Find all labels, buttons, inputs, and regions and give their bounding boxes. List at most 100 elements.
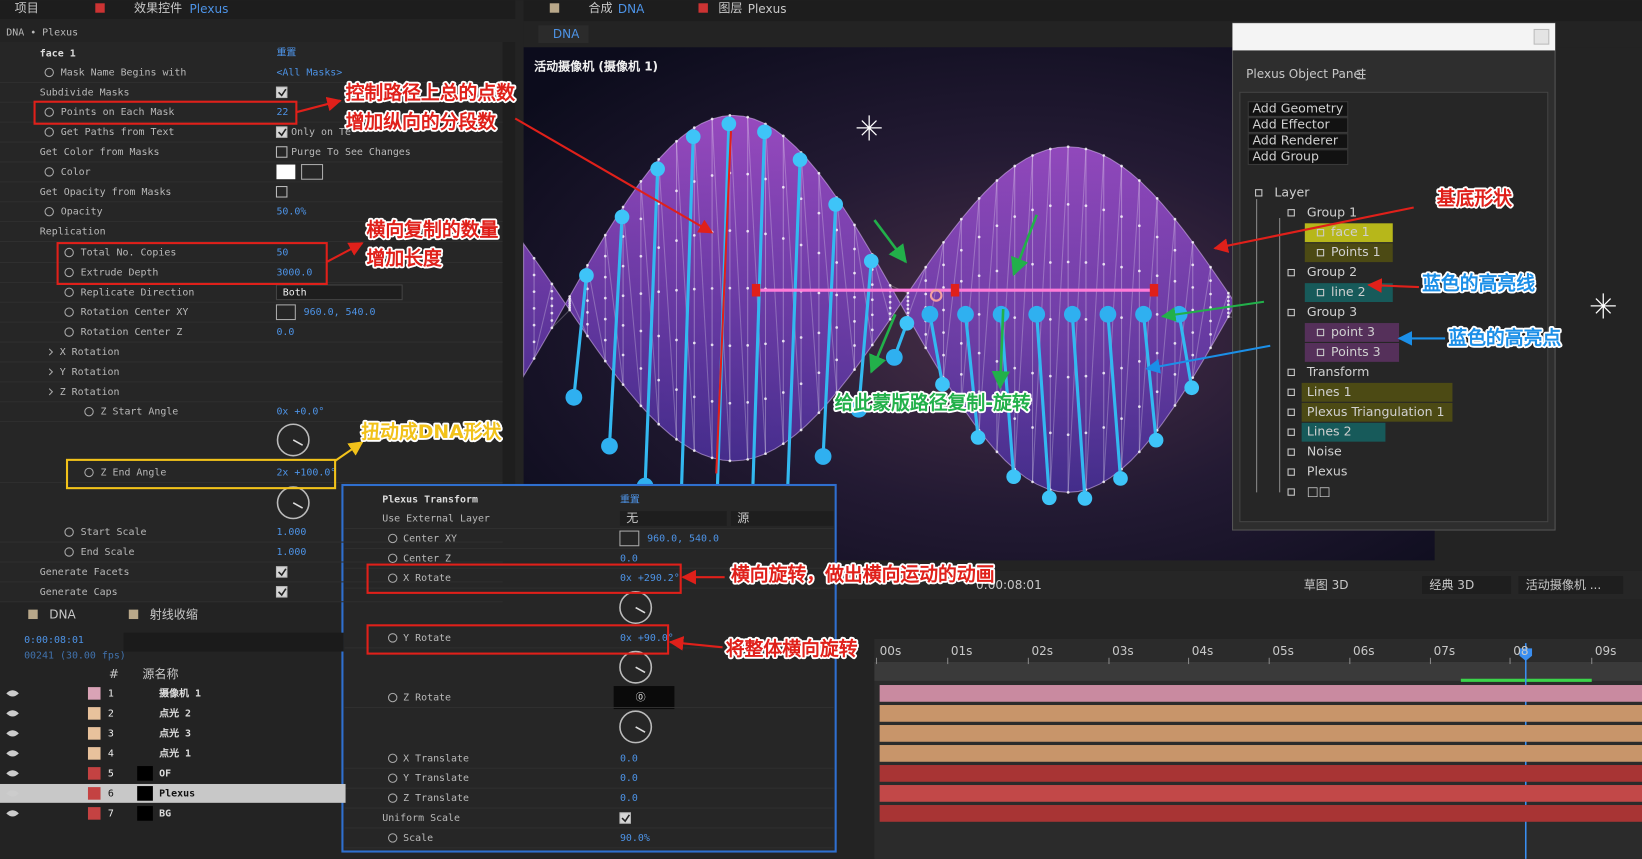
layer-name: 摄像机 1 [159,686,201,699]
angle-dial[interactable] [276,423,310,457]
highlight-box [65,458,337,490]
checkbox[interactable] [275,146,288,158]
checkbox[interactable] [275,186,288,198]
mesh-node [692,449,696,453]
layer-bar[interactable] [879,785,1642,802]
ruler-label: 07s [1434,644,1456,658]
tab: 项目 [15,1,39,15]
color-swatch[interactable] [276,164,296,180]
mesh-node [959,248,963,252]
mesh-node [1031,262,1034,266]
label-color[interactable] [87,727,101,740]
close-button[interactable] [1533,28,1550,45]
mesh-node [1048,431,1052,435]
angle-dial[interactable] [619,650,653,684]
layer-bar[interactable] [879,685,1642,702]
checkbox[interactable] [619,812,631,824]
mesh-line [1085,155,1105,490]
playhead-handle[interactable] [1519,648,1533,661]
checkbox[interactable] [275,86,288,99]
mesh-line [604,235,624,385]
ruler-label: 02s [1031,644,1053,658]
crosshair-button[interactable] [619,530,640,547]
layer-bar[interactable] [879,765,1642,782]
label-color[interactable] [87,787,101,800]
annotation: 增加长度 [367,246,442,269]
highlight-box [366,563,682,594]
mesh-node [639,404,643,408]
eye-icon[interactable] [6,710,19,717]
property-value: 2x +100.0° [276,467,336,478]
label-color[interactable] [87,747,101,760]
property-name: Rotation Center XY [81,307,189,318]
mesh-node [1120,215,1123,218]
tab: DNA [618,2,645,16]
eyedropper[interactable] [301,164,324,180]
mesh-node [1120,417,1123,421]
mesh-line [533,283,553,359]
dropdown[interactable] [619,511,727,526]
label-color[interactable] [87,807,101,820]
tree-node [1316,229,1325,237]
label-color[interactable] [87,767,101,780]
mesh-node [1226,299,1230,303]
mesh-node [764,232,767,236]
subtab[interactable] [538,25,589,44]
mesh-node [1048,317,1052,321]
button[interactable] [1247,133,1349,149]
mesh-node [586,263,589,267]
anchor-point [929,289,943,302]
dropdown[interactable] [730,511,834,526]
stopwatch [387,833,398,843]
layer-bar[interactable] [879,725,1642,742]
crosshair-button[interactable] [275,304,296,321]
eye-icon[interactable] [6,690,19,697]
eye-icon[interactable] [6,750,19,757]
current-time: 0:00:08:01 [24,635,84,646]
mesh-node [710,343,714,347]
annotation: 增加纵向的分段数 [346,110,497,133]
label-color[interactable] [87,707,101,720]
angle-dial[interactable] [619,710,653,744]
eye-icon[interactable] [6,770,19,777]
mode-dropdown[interactable] [1422,576,1512,594]
button[interactable] [1247,149,1349,165]
checkbox[interactable] [275,586,288,598]
button[interactable] [1247,101,1349,117]
mesh-line [1014,155,1034,470]
layer-bar[interactable] [879,805,1642,822]
eye-icon[interactable] [6,790,19,797]
eye-icon[interactable] [6,810,19,817]
mesh-node [621,205,625,209]
highlight-line [679,136,695,513]
mesh-node [817,371,821,375]
annotation-arrow [514,117,714,234]
view-dropdown[interactable] [1518,576,1624,594]
mesh-node [1173,373,1177,376]
button[interactable] [1247,117,1349,133]
mesh-node [835,228,839,232]
mesh-node [568,301,572,305]
mesh-node [1084,147,1088,151]
effect-name: face 1 [40,49,76,60]
mesh-node [746,458,750,461]
mesh-node [799,382,803,386]
property-name: Rotation Center Z [81,327,183,338]
checkbox[interactable] [275,126,288,138]
mesh-node [817,171,821,175]
mesh-node [1209,306,1212,309]
label-color[interactable] [87,687,101,700]
eye-icon[interactable] [6,730,19,737]
property-name: Mask Name Begins with [61,67,187,78]
mesh-line [640,181,660,425]
property-name: Y Rotation [60,367,120,378]
dropdown[interactable] [275,284,403,301]
checkbox[interactable] [275,566,288,578]
column-header: 源名称 [142,666,178,681]
layer-bar[interactable] [879,705,1642,722]
mesh-node [1031,371,1034,375]
search-box[interactable] [123,632,344,652]
mesh-node [1226,291,1230,295]
mesh-node [1066,260,1070,264]
layer-bar[interactable] [879,745,1642,762]
